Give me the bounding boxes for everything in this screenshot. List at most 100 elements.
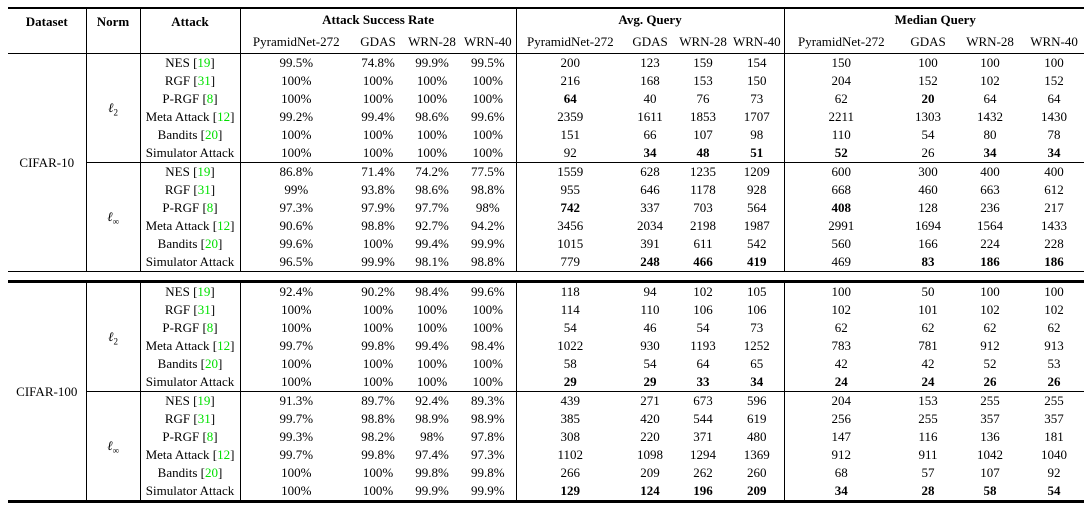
cell-median-query: 256 [831, 411, 852, 426]
cell-avg-query: 98 [730, 126, 785, 144]
cell-avg-query: 337 [640, 200, 660, 215]
cell-asr: 100% [460, 355, 517, 373]
cell-median-query: 612 [1044, 182, 1064, 197]
cell-asr: 99.9% [361, 254, 395, 269]
cell-asr: 98.1% [415, 254, 449, 269]
cell-asr: 99.3% [279, 429, 314, 444]
cell-asr: 98% [460, 199, 517, 217]
cell-avg-query: 703 [693, 200, 713, 215]
cell-asr: 97.7% [415, 200, 449, 215]
citation-number: 19 [197, 164, 211, 179]
cell-asr: 100% [416, 91, 448, 106]
col-header-median-pyramidnet: PyramidNet-272 [797, 34, 885, 49]
citation-number: 31 [197, 302, 211, 317]
cell-avg-query: 628 [624, 162, 677, 181]
citation-number: 20 [204, 127, 218, 142]
cell-median-query: 34 [834, 483, 848, 498]
cell-median-query: 400 [1022, 162, 1084, 181]
cell-median-query: 100 [918, 55, 938, 70]
cell-avg-query: 1294 [690, 447, 717, 462]
cell-median-query: 1303 [915, 109, 942, 124]
cell-asr: 100% [416, 374, 448, 389]
cell-asr: 98.8% [361, 411, 395, 426]
cell-attack: Bandits [20] [140, 464, 241, 482]
cell-asr: 100% [416, 127, 448, 142]
table-row: ℓ∞ NES [19] 86.8% 71.4% 74.2% 77.5% 1559 628 123… [8, 162, 1084, 272]
cell-asr: 100% [281, 483, 312, 498]
cell-avg-query: 544 [693, 411, 713, 426]
paper-results-table-container: Dataset Norm Attack Attack Success Rate … [8, 7, 1084, 503]
cell-avg-query: 308 [560, 429, 581, 444]
table-row: P-RGF [8] 100% 100% 100% 100% 54 46 54 73 62 62 62 6… [8, 319, 1084, 337]
cell-median-query: 100 [1044, 55, 1064, 70]
cell-avg-query: 129 [560, 483, 581, 498]
cell-dataset: CIFAR-100 [8, 281, 87, 502]
cell-asr: 89.7% [352, 391, 404, 410]
cell-attack: Simulator Attack [140, 253, 241, 272]
cell-avg-query: 673 [676, 391, 731, 410]
cell-attack: Meta Attack [12] [140, 446, 241, 464]
cell-median-query: 181 [1044, 429, 1064, 444]
cell-asr: 90.6% [279, 218, 314, 233]
cell-attack: Bandits [20] [140, 126, 241, 144]
cell-median-query: 400 [958, 162, 1023, 181]
cell-avg-query: 596 [730, 391, 785, 410]
table-row: P-RGF [8] 99.3% 98.2% 98% 97.8% 308 220 371 480 1… [8, 428, 1084, 446]
cell-attack: Simulator Attack [140, 373, 241, 392]
table-row: ℓ∞ NES [19] 91.3% 89.7% 92.4% 89.3% 439 271 673 5… [8, 391, 1084, 502]
cell-asr: 100% [362, 374, 394, 389]
cell-avg-query: 65 [730, 355, 785, 373]
col-header-asr-pyramidnet: PyramidNet-272 [252, 34, 340, 49]
cell-dataset: CIFAR-10 [8, 53, 87, 272]
cell-attack: P-RGF [8] [140, 319, 241, 337]
cell-median-query: 913 [1044, 338, 1064, 353]
cell-asr: 99.9% [415, 483, 449, 498]
cell-median-query: 236 [980, 200, 1000, 215]
cell-asr: 98.8% [460, 181, 517, 199]
cell-avg-query: 3456 [557, 218, 584, 233]
cell-avg-query: 48 [696, 145, 710, 160]
cell-median-query: 460 [918, 182, 938, 197]
cell-median-query: 52 [983, 356, 997, 371]
cell-median-query: 1432 [977, 109, 1004, 124]
cell-avg-query: 73 [730, 319, 785, 337]
cell-median-query: 28 [921, 483, 935, 498]
cell-median-query: 102 [980, 73, 1000, 88]
table-row: RGF [31] 99% 93.8% 98.6% 98.8% 955 646 1178 928 6… [8, 181, 1084, 199]
cell-asr: 100% [416, 320, 448, 335]
cell-median-query: 100 [831, 284, 852, 299]
cell-attack: Bandits [20] [140, 355, 241, 373]
cell-asr: 99% [284, 182, 309, 197]
cell-avg-query: 1611 [637, 109, 663, 124]
cell-asr: 100% [281, 374, 312, 389]
cell-avg-query: 248 [640, 254, 660, 269]
cell-attack: Meta Attack [12] [140, 217, 241, 235]
cell-avg-query: 51 [730, 144, 785, 163]
cell-median-query: 912 [980, 338, 1000, 353]
cell-median-query: 1040 [1041, 447, 1068, 462]
cell-avg-query: 1252 [730, 337, 785, 355]
cell-median-query: 20 [921, 91, 935, 106]
cell-avg-query: 94 [643, 284, 657, 299]
table-row: Bandits [20] 100% 100% 100% 100% 151 66 107 98 11… [8, 126, 1084, 144]
cell-asr: 100% [416, 73, 448, 88]
cell-asr: 99.7% [279, 338, 314, 353]
citation-number: 20 [204, 356, 218, 371]
cell-asr: 99.7% [279, 447, 314, 462]
cell-asr: 93.8% [361, 182, 395, 197]
cell-asr: 99.9% [460, 235, 517, 253]
cell-asr: 100% [460, 301, 517, 319]
cell-median-query: 300 [898, 162, 959, 181]
cell-attack: NES [19] [140, 391, 241, 410]
table-row: Meta Attack [12] 99.7% 99.8% 99.4% 98.4% 1022… [8, 337, 1084, 355]
cell-median-query: 24 [921, 374, 935, 389]
cell-attack: P-RGF [8] [140, 428, 241, 446]
cell-asr: 89.3% [460, 391, 517, 410]
citation-number: 8 [206, 320, 214, 335]
cell-median-query: 2211 [828, 109, 855, 124]
cell-asr: 100% [281, 91, 312, 106]
cell-attack: P-RGF [8] [140, 199, 241, 217]
citation-number: 12 [217, 338, 231, 353]
cell-avg-query: 262 [693, 465, 713, 480]
cell-asr: 99.9% [460, 482, 517, 502]
